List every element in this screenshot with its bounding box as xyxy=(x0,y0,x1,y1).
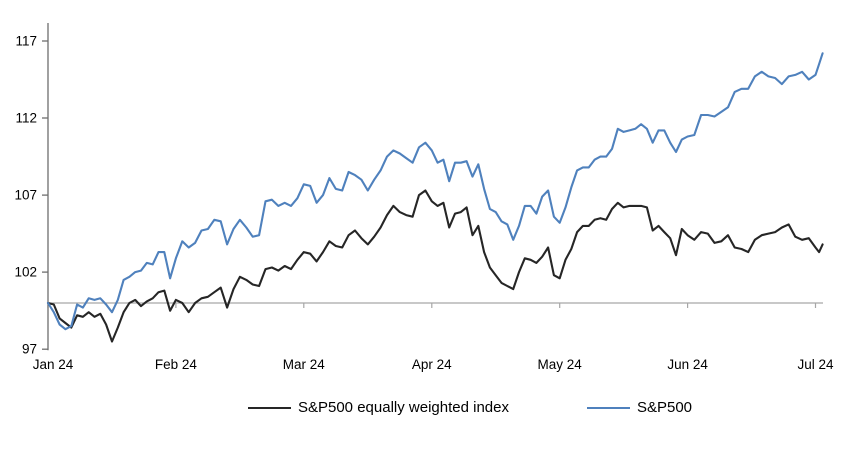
y-tick-label-102: 102 xyxy=(14,265,37,280)
x-tick-label-jun-24: Jun 24 xyxy=(667,357,708,372)
legend-line-sample-equal-weight xyxy=(247,406,291,409)
x-tick-label-apr-24: Apr 24 xyxy=(412,357,452,372)
chart-canvas: Jan 24 Feb 24 Mar 24 Apr 24 May 24 Jun 24 Jul … xyxy=(14,23,834,372)
legend-item-equal-weight: S&P500 equally weighted index xyxy=(247,399,509,416)
y-tick-label-107: 107 xyxy=(14,188,37,203)
y-tick-label-97: 97 xyxy=(22,342,37,357)
y-tick-label-112: 112 xyxy=(15,111,37,126)
x-tick-label-mar-24: Mar 24 xyxy=(283,357,326,372)
y-tick-label-117: 117 xyxy=(15,34,37,49)
x-tick-label-may-24: May 24 xyxy=(538,357,583,372)
chart-legend: S&P500 equally weighted index S&P500 xyxy=(0,399,852,416)
legend-line-sample-sp500 xyxy=(586,406,630,409)
legend-label-sp500: S&P500 xyxy=(636,399,693,416)
x-tick-label-jan-24: Jan 24 xyxy=(33,357,74,372)
x-tick-label-feb-24: Feb 24 xyxy=(155,357,198,372)
series-line-sp500 xyxy=(46,52,824,331)
series-line-equal-weight xyxy=(46,189,824,343)
legend-label-equal-weight: S&P500 equally weighted index xyxy=(297,399,509,416)
x-tick-label-jul-24: Jul 24 xyxy=(797,357,834,372)
legend-item-sp500: S&P500 xyxy=(586,399,693,416)
